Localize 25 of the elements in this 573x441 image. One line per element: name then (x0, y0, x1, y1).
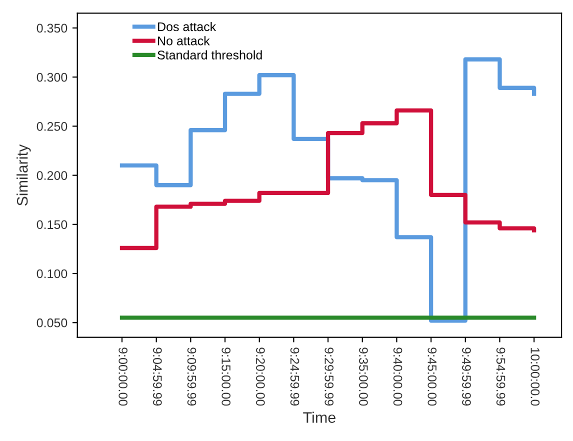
x-tick-label: 9:04:59.99 (152, 348, 162, 406)
legend-label: Standard threshold (158, 50, 262, 60)
x-tick-label: 9:49:59.99 (462, 348, 471, 406)
y-tick-label: 0.150 (36, 220, 68, 230)
y-tick-label: 0.050 (36, 318, 68, 328)
legend-label: No attack (158, 36, 210, 46)
y-tick-label: 0.200 (36, 171, 68, 180)
legend-label: Dos attack (158, 22, 216, 32)
y-tick-label: 0.350 (36, 24, 68, 33)
x-tick-label: 9:40:00.00 (393, 348, 402, 406)
x-tick-label: 10:00:00.0 (530, 348, 540, 406)
x-tick-label: 9:45:00.00 (428, 348, 437, 406)
y-tick-label: 0.100 (36, 269, 68, 278)
y-axis-title: Similarity (16, 144, 31, 206)
y-tick-label: 0.250 (36, 122, 68, 131)
x-tick-label: 9:00:00.00 (118, 348, 128, 406)
y-tick-label: 0.300 (36, 72, 68, 82)
x-tick-label: 9:29:59.99 (324, 348, 334, 406)
x-tick-label: 9:35:00.00 (359, 348, 368, 406)
x-axis-title: Time (303, 412, 336, 423)
x-tick-label: 9:54:59.99 (496, 348, 506, 406)
x-tick-label: 9:15:00.00 (222, 348, 231, 406)
x-tick-label: 9:09:59.99 (187, 348, 196, 406)
x-tick-label: 9:24:59.99 (290, 348, 300, 406)
x-tick-label: 9:20:00.00 (256, 348, 265, 406)
